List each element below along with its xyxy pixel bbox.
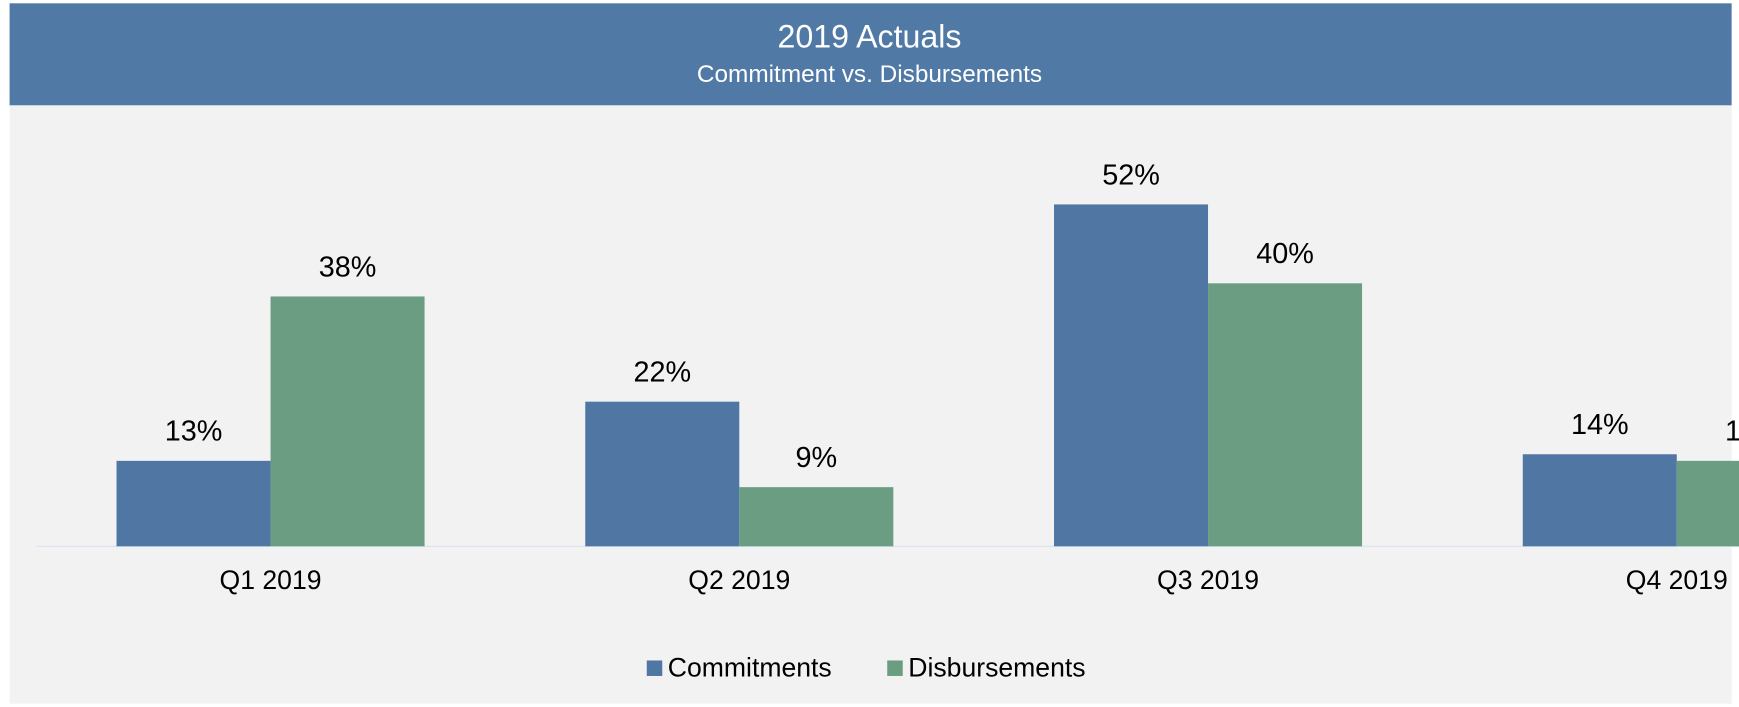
legend-swatch [646,660,663,676]
data-label: 40% [1256,238,1314,270]
header-band [9,3,1732,106]
x-tick-label: Q2 2019 [688,565,790,595]
chart-background [9,3,1732,704]
bar [1208,283,1363,547]
bar [1676,460,1739,547]
bar [739,487,894,547]
x-tick-label: Q4 2019 [1626,565,1728,595]
data-label: 13% [1725,416,1739,448]
data-label: 14% [1571,409,1629,441]
legend-label: Commitments [668,652,832,682]
chart-subtitle: Commitment vs. Disbursements [697,61,1042,88]
data-label: 38% [319,251,377,283]
data-label: 9% [795,442,837,474]
x-tick-label: Q3 2019 [1157,565,1259,595]
data-label: 52% [1102,159,1160,191]
bar [1054,204,1209,547]
legend-swatch [887,660,903,676]
data-label: 22% [633,357,691,389]
bar [585,401,740,547]
x-tick-label: Q1 2019 [220,565,322,595]
bar [1522,454,1677,547]
bar [270,296,425,547]
legend-label: Disbursements [908,652,1085,682]
bar [116,460,271,547]
chart-title: 2019 Actuals [778,18,962,54]
data-label: 13% [165,416,223,448]
